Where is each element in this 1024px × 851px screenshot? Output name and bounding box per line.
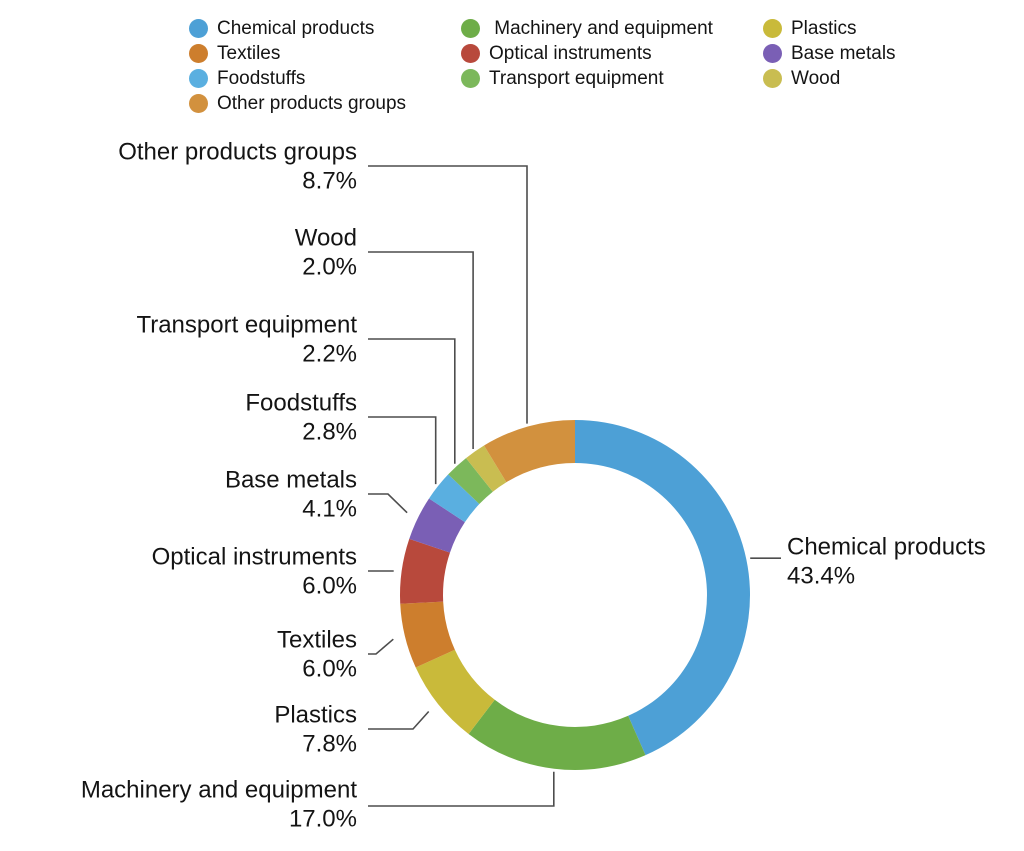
legend-swatch-chemical-products [189, 19, 208, 38]
legend-item-other-products-groups[interactable]: Other products groups [189, 91, 406, 116]
legend-item-wood[interactable]: Wood [763, 66, 896, 91]
leader-machinery-and-equipment [368, 771, 555, 807]
leader-transport-equipment [368, 338, 456, 464]
callout-value-machinery-and-equipment: 17.0% [289, 806, 357, 833]
legend-swatch-optical-instruments [461, 44, 480, 63]
legend-swatch-base-metals [763, 44, 782, 63]
legend-label-machinery-and-equipment: Machinery and equipment [489, 18, 713, 39]
leader-textiles [368, 638, 394, 655]
callout-value-textiles: 6.0% [302, 656, 357, 683]
legend-column-1: Chemical products Textiles Foodstuffs Other… [189, 16, 406, 116]
legend-label-other-products-groups: Other products groups [217, 93, 407, 114]
slice-foodstuffs[interactable] [429, 474, 480, 523]
legend-item-chemical-products[interactable]: Chemical products [189, 16, 406, 41]
leader-wood [368, 251, 474, 449]
slice-other-products-groups[interactable] [484, 420, 575, 483]
slice-wood[interactable] [466, 445, 507, 492]
legend-label-textiles: Textiles [217, 43, 281, 64]
legend-swatch-foodstuffs [189, 69, 208, 88]
callout-value-foodstuffs: 2.8% [302, 419, 357, 446]
legend-item-machinery-and-equipment[interactable]: Machinery and equipment [461, 16, 713, 41]
legend-swatch-transport-equipment [461, 69, 480, 88]
legend-item-optical-instruments[interactable]: Optical instruments [461, 41, 713, 66]
slice-machinery-and-equipment[interactable] [468, 699, 646, 771]
legend-item-foodstuffs[interactable]: Foodstuffs [189, 66, 406, 91]
legend-swatch-wood [763, 69, 782, 88]
slice-textiles[interactable] [400, 601, 455, 668]
callout-label-wood: Wood [295, 225, 357, 252]
callout-label-plastics: Plastics [274, 702, 357, 729]
callout-value-chemical-products: 43.4% [787, 563, 855, 590]
legend-label-base-metals: Base metals [791, 43, 896, 64]
legend-swatch-other-products-groups [189, 94, 208, 113]
slice-base-metals[interactable] [409, 498, 465, 553]
legend-swatch-textiles [189, 44, 208, 63]
slice-plastics[interactable] [415, 649, 495, 734]
legend-label-wood: Wood [791, 68, 841, 89]
legend-item-textiles[interactable]: Textiles [189, 41, 406, 66]
callout-label-optical-instruments: Optical instruments [152, 544, 357, 571]
slice-transport-equipment[interactable] [448, 458, 493, 505]
callout-label-base-metals: Base metals [225, 467, 357, 494]
legend-swatch-machinery-and-equipment [461, 19, 480, 38]
callout-label-textiles: Textiles [277, 627, 357, 654]
legend-item-transport-equipment[interactable]: Transport equipment [461, 66, 713, 91]
callout-value-plastics: 7.8% [302, 731, 357, 758]
legend-item-plastics[interactable]: Plastics [763, 16, 896, 41]
legend-column-2: Machinery and equipment Optical instrumen… [461, 16, 713, 91]
callout-label-transport-equipment: Transport equipment [136, 312, 357, 339]
slice-chemical-products[interactable] [575, 420, 751, 756]
callout-value-optical-instruments: 6.0% [302, 573, 357, 600]
leader-plastics [368, 710, 430, 730]
legend-label-chemical-products: Chemical products [217, 18, 375, 39]
callout-label-foodstuffs: Foodstuffs [245, 390, 357, 417]
legend-label-foodstuffs: Foodstuffs [217, 68, 306, 89]
slice-optical-instruments[interactable] [399, 538, 450, 604]
legend-column-3: Plastics Base metals Wood [763, 16, 896, 91]
callout-value-transport-equipment: 2.2% [302, 341, 357, 368]
leader-foodstuffs [368, 416, 437, 485]
callout-label-machinery-and-equipment: Machinery and equipment [81, 777, 357, 804]
chart-legend: Chemical products Textiles Foodstuffs Other… [0, 0, 1024, 130]
legend-label-optical-instruments: Optical instruments [489, 43, 652, 64]
legend-swatch-plastics [763, 19, 782, 38]
callout-value-other-products-groups: 8.7% [302, 168, 357, 195]
legend-label-plastics: Plastics [791, 18, 857, 39]
callout-value-base-metals: 4.1% [302, 496, 357, 523]
callout-label-other-products-groups: Other products groups [118, 139, 357, 166]
legend-item-base-metals[interactable]: Base metals [763, 41, 896, 66]
leader-other-products-groups [368, 165, 528, 424]
callout-value-wood: 2.0% [302, 254, 357, 281]
callout-label-chemical-products: Chemical products [787, 534, 986, 561]
legend-label-transport-equipment: Transport equipment [489, 68, 664, 89]
leader-base-metals [368, 493, 408, 514]
